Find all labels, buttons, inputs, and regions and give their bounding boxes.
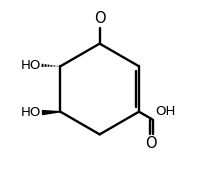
Text: OH: OH [155,105,175,118]
Text: O: O [94,11,105,26]
Polygon shape [42,111,60,114]
Text: O: O [146,136,157,151]
Text: HO: HO [21,59,42,72]
Text: HO: HO [21,106,42,119]
